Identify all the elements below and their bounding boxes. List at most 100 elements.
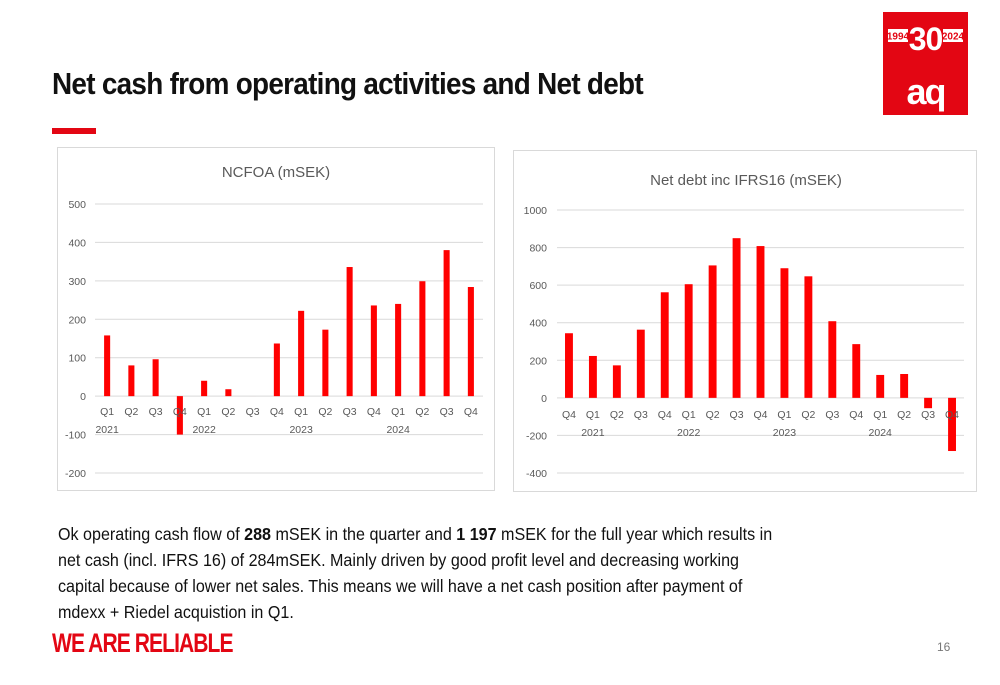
chart1-bar [152,359,159,397]
chart2-y-tick-label: 200 [529,355,547,367]
chart1-x-tick-label: Q4 [367,406,381,418]
chart1-y-tick-label: -200 [65,468,86,480]
chart2-y-tick-label: 1000 [524,205,548,217]
chart1-title: NCFOA (mSEK) [222,164,330,181]
chart2-x-tick-label: Q3 [921,409,935,421]
chart1-y-tick-label: 500 [68,199,86,211]
chart2-bar [732,238,741,398]
chart2-bar [636,329,645,398]
chart2-y-tick-label: -200 [526,430,547,442]
chart2-title: Net debt inc IFRS16 (mSEK) [650,172,842,189]
chart1-bar [273,343,280,397]
chart2-bar [948,397,956,452]
chart1-x-tick-label: Q2 [415,406,429,418]
chart2-bar [565,333,573,398]
chart2-x-tick-label: Q3 [825,409,839,421]
chart1-bar [176,396,183,435]
chart2-bar [756,246,765,398]
chart2-year-label: 2021 [581,427,605,439]
chart1-x-tick-label: Q4 [464,406,478,418]
logo-brand: aq [906,71,944,112]
summary-caption: Ok operating cash flow of 288 mSEK in th… [58,521,785,625]
chart2-bar [588,355,597,398]
title-accent-bar [52,128,96,134]
chart1-x-tick-label: Q3 [246,406,260,418]
chart1-y-tick-label: 300 [68,276,86,288]
page-title: Net cash from operating activities and N… [52,66,644,101]
chart2-bar [828,321,837,398]
chart1-bar [322,329,329,397]
chart2-year-label: 2023 [773,427,797,439]
caption-quarter-value: 288 [244,524,272,544]
chart2-x-tick-label: Q2 [706,409,720,421]
chart1-x-tick-label: Q2 [318,406,332,418]
chart1-bar [298,310,305,397]
chart2-bar [780,268,789,398]
net-debt-chart: Net debt inc IFRS16 (mSEK) -400 -200 0 200 40… [513,150,977,492]
ncfoa-chart-svg: NCFOA (mSEK) -200 -100 0 100 200 300 400 500 Q1 Q2… [65,164,483,480]
chart2-bar [924,397,933,409]
chart2-bar [876,374,885,398]
chart1-y-tick-label: 400 [68,237,86,249]
page-number: 16 [937,640,951,654]
caption-part-1: Ok operating cash flow of [58,524,245,544]
chart2-bar [852,344,861,398]
chart1-x-tick-label: Q3 [343,406,357,418]
chart2-x-tick-label: Q4 [945,409,959,421]
chart2-x-tick-label: Q1 [873,409,887,421]
chart2-y-tick-label: -400 [526,468,547,480]
chart2-x-tick-label: Q4 [753,409,767,421]
chart2-x-tick-label: Q3 [730,409,744,421]
chart2-year-label: 2024 [869,427,893,439]
net-debt-chart-svg: Net debt inc IFRS16 (mSEK) -400 -200 0 200 40… [524,172,964,480]
chart2-x-tick-label: Q1 [586,409,600,421]
chart2-x-tick-label: Q1 [777,409,791,421]
chart1-x-tick-label: Q4 [270,406,284,418]
slogan: WE ARE RELIABLE [52,628,234,658]
chart1-x-tick-label: Q3 [440,406,454,418]
company-logo: 1994 30 2024 aq [883,12,968,115]
logo-year-start: 1994 [887,32,910,43]
chart2-x-tick-label: Q2 [610,409,624,421]
chart2-bar [900,373,909,398]
chart1-bar [395,303,402,397]
chart2-y-tick-label: 600 [529,280,547,292]
chart1-bar [128,365,135,397]
chart1-x-tick-label: Q1 [294,406,308,418]
chart1-x-tick-label: Q1 [391,406,405,418]
chart1-y-tick-label: 100 [68,353,86,365]
logo-anniversary: 30 [909,21,943,57]
chart2-bar [708,265,717,398]
chart1-x-tick-label: Q3 [149,406,163,418]
chart2-y-tick-label: 800 [529,243,547,255]
chart2-y-tick-label: 0 [541,393,547,405]
chart2-bar [612,365,621,398]
chart1-year-label: 2022 [192,424,216,436]
chart1-bar [443,250,450,397]
chart2-year-label: 2022 [677,427,701,439]
chart1-y-tick-label: 0 [80,391,86,403]
chart2-x-tick-label: Q4 [849,409,863,421]
caption-year-value: 1 197 [456,524,497,544]
chart2-x-tick-label: Q2 [801,409,815,421]
chart1-x-tick-label: Q2 [221,406,235,418]
chart1-x-tick-label: Q1 [197,406,211,418]
chart2-x-tick-label: Q2 [897,409,911,421]
ncfoa-chart: NCFOA (mSEK) -200 -100 0 100 200 300 400 500 Q1 Q2… [57,147,495,491]
chart1-bar [104,335,111,397]
chart1-bar [419,281,426,397]
chart2-x-tick-label: Q1 [682,409,696,421]
logo-year-end: 2024 [942,32,965,43]
chart1-bar [346,267,353,397]
logo-graphic: 1994 30 2024 aq [887,21,965,112]
caption-part-3: mSEK for the full year which results in … [58,524,773,622]
caption-part-2: mSEK in the quarter and [271,524,457,544]
chart2-x-tick-label: Q4 [562,409,576,421]
chart2-bar [684,284,693,398]
chart1-x-tick-label: Q2 [124,406,138,418]
chart1-bar [467,287,474,397]
chart1-bar [201,380,208,397]
chart1-x-tick-label: Q1 [100,406,114,418]
chart2-bar [804,276,813,398]
chart1-bar [370,305,377,397]
